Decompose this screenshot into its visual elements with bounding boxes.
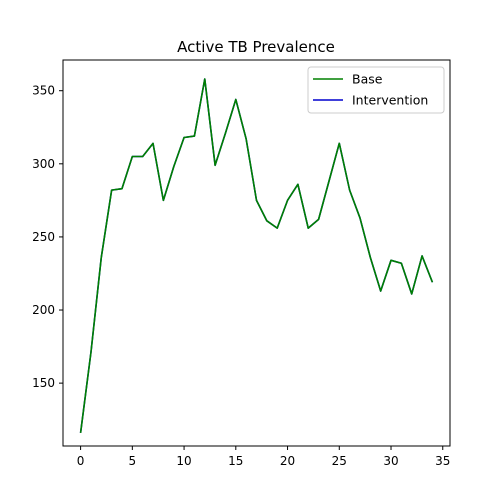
x-tick-label: 25 — [332, 454, 347, 468]
plot-area — [63, 60, 450, 446]
y-tick-label: 350 — [32, 84, 55, 98]
x-tick-label: 35 — [435, 454, 450, 468]
y-tick-label: 250 — [32, 230, 55, 244]
axes-layer: 0 5 10 15 20 25 30 35 150 200 250 300 350 — [32, 84, 450, 468]
x-tick-label: 0 — [77, 454, 85, 468]
y-tick-label: 200 — [32, 303, 55, 317]
legend-label: Base — [352, 72, 383, 87]
y-tick-label: 150 — [32, 376, 55, 390]
plot-frame — [62, 59, 451, 447]
x-tick-label: 10 — [176, 454, 191, 468]
y-tick-label: 300 — [32, 157, 55, 171]
x-tick-label: 5 — [129, 454, 137, 468]
x-tick-label: 20 — [280, 454, 295, 468]
series-layer — [79, 78, 434, 433]
series-line-base — [79, 78, 434, 433]
chart-title: Active TB Prevalence — [177, 38, 335, 56]
legend-label: Intervention — [352, 93, 428, 108]
x-tick-label: 30 — [383, 454, 398, 468]
legend: Base Intervention — [307, 66, 445, 114]
x-tick-label: 15 — [228, 454, 243, 468]
